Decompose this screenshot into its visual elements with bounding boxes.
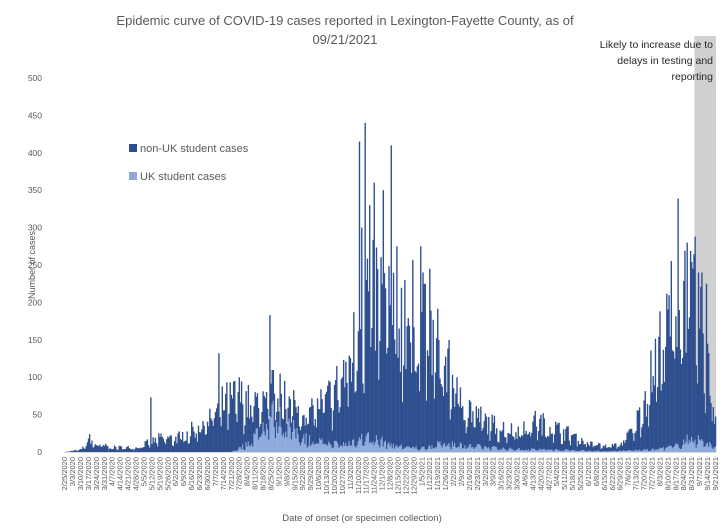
x-axis: 2/25/20203/3/20203/10/20203/17/20203/24/… [60,457,720,495]
x-tick-label: 9/21/2021 [711,457,720,490]
legend-label-non-uk: non-UK student cases [140,143,249,155]
y-tick-label: 450 [28,110,42,120]
legend-swatch-uk [129,172,137,180]
legend-swatch-non-uk [129,144,137,152]
bar-non-uk-student-cases [150,397,151,452]
bar-uk-student-cases [715,446,716,452]
y-tick-label: 100 [28,372,42,382]
y-tick-label: 400 [28,148,42,158]
y-axis-label: Number of cases [27,230,37,299]
bar-non-uk-student-cases [715,416,716,446]
y-tick-label: 350 [28,185,42,195]
y-tick-label: 150 [28,335,42,345]
annotation-line-3: reporting [672,71,714,83]
y-tick-label: 50 [33,410,43,420]
chart-title-line2: 09/21/2021 [312,32,377,47]
annotation-line-2: delays in testing and [617,55,713,67]
x-axis-label: Date of onset (or specimen collection) [282,513,441,524]
legend-label-uk: UK student cases [140,171,227,183]
y-tick-label: 500 [28,73,42,83]
annotation-line-1: Likely to increase due to [600,39,713,51]
y-tick-label: 0 [37,447,42,457]
chart-title-line1: Epidemic curve of COVID-19 cases reporte… [116,13,574,28]
